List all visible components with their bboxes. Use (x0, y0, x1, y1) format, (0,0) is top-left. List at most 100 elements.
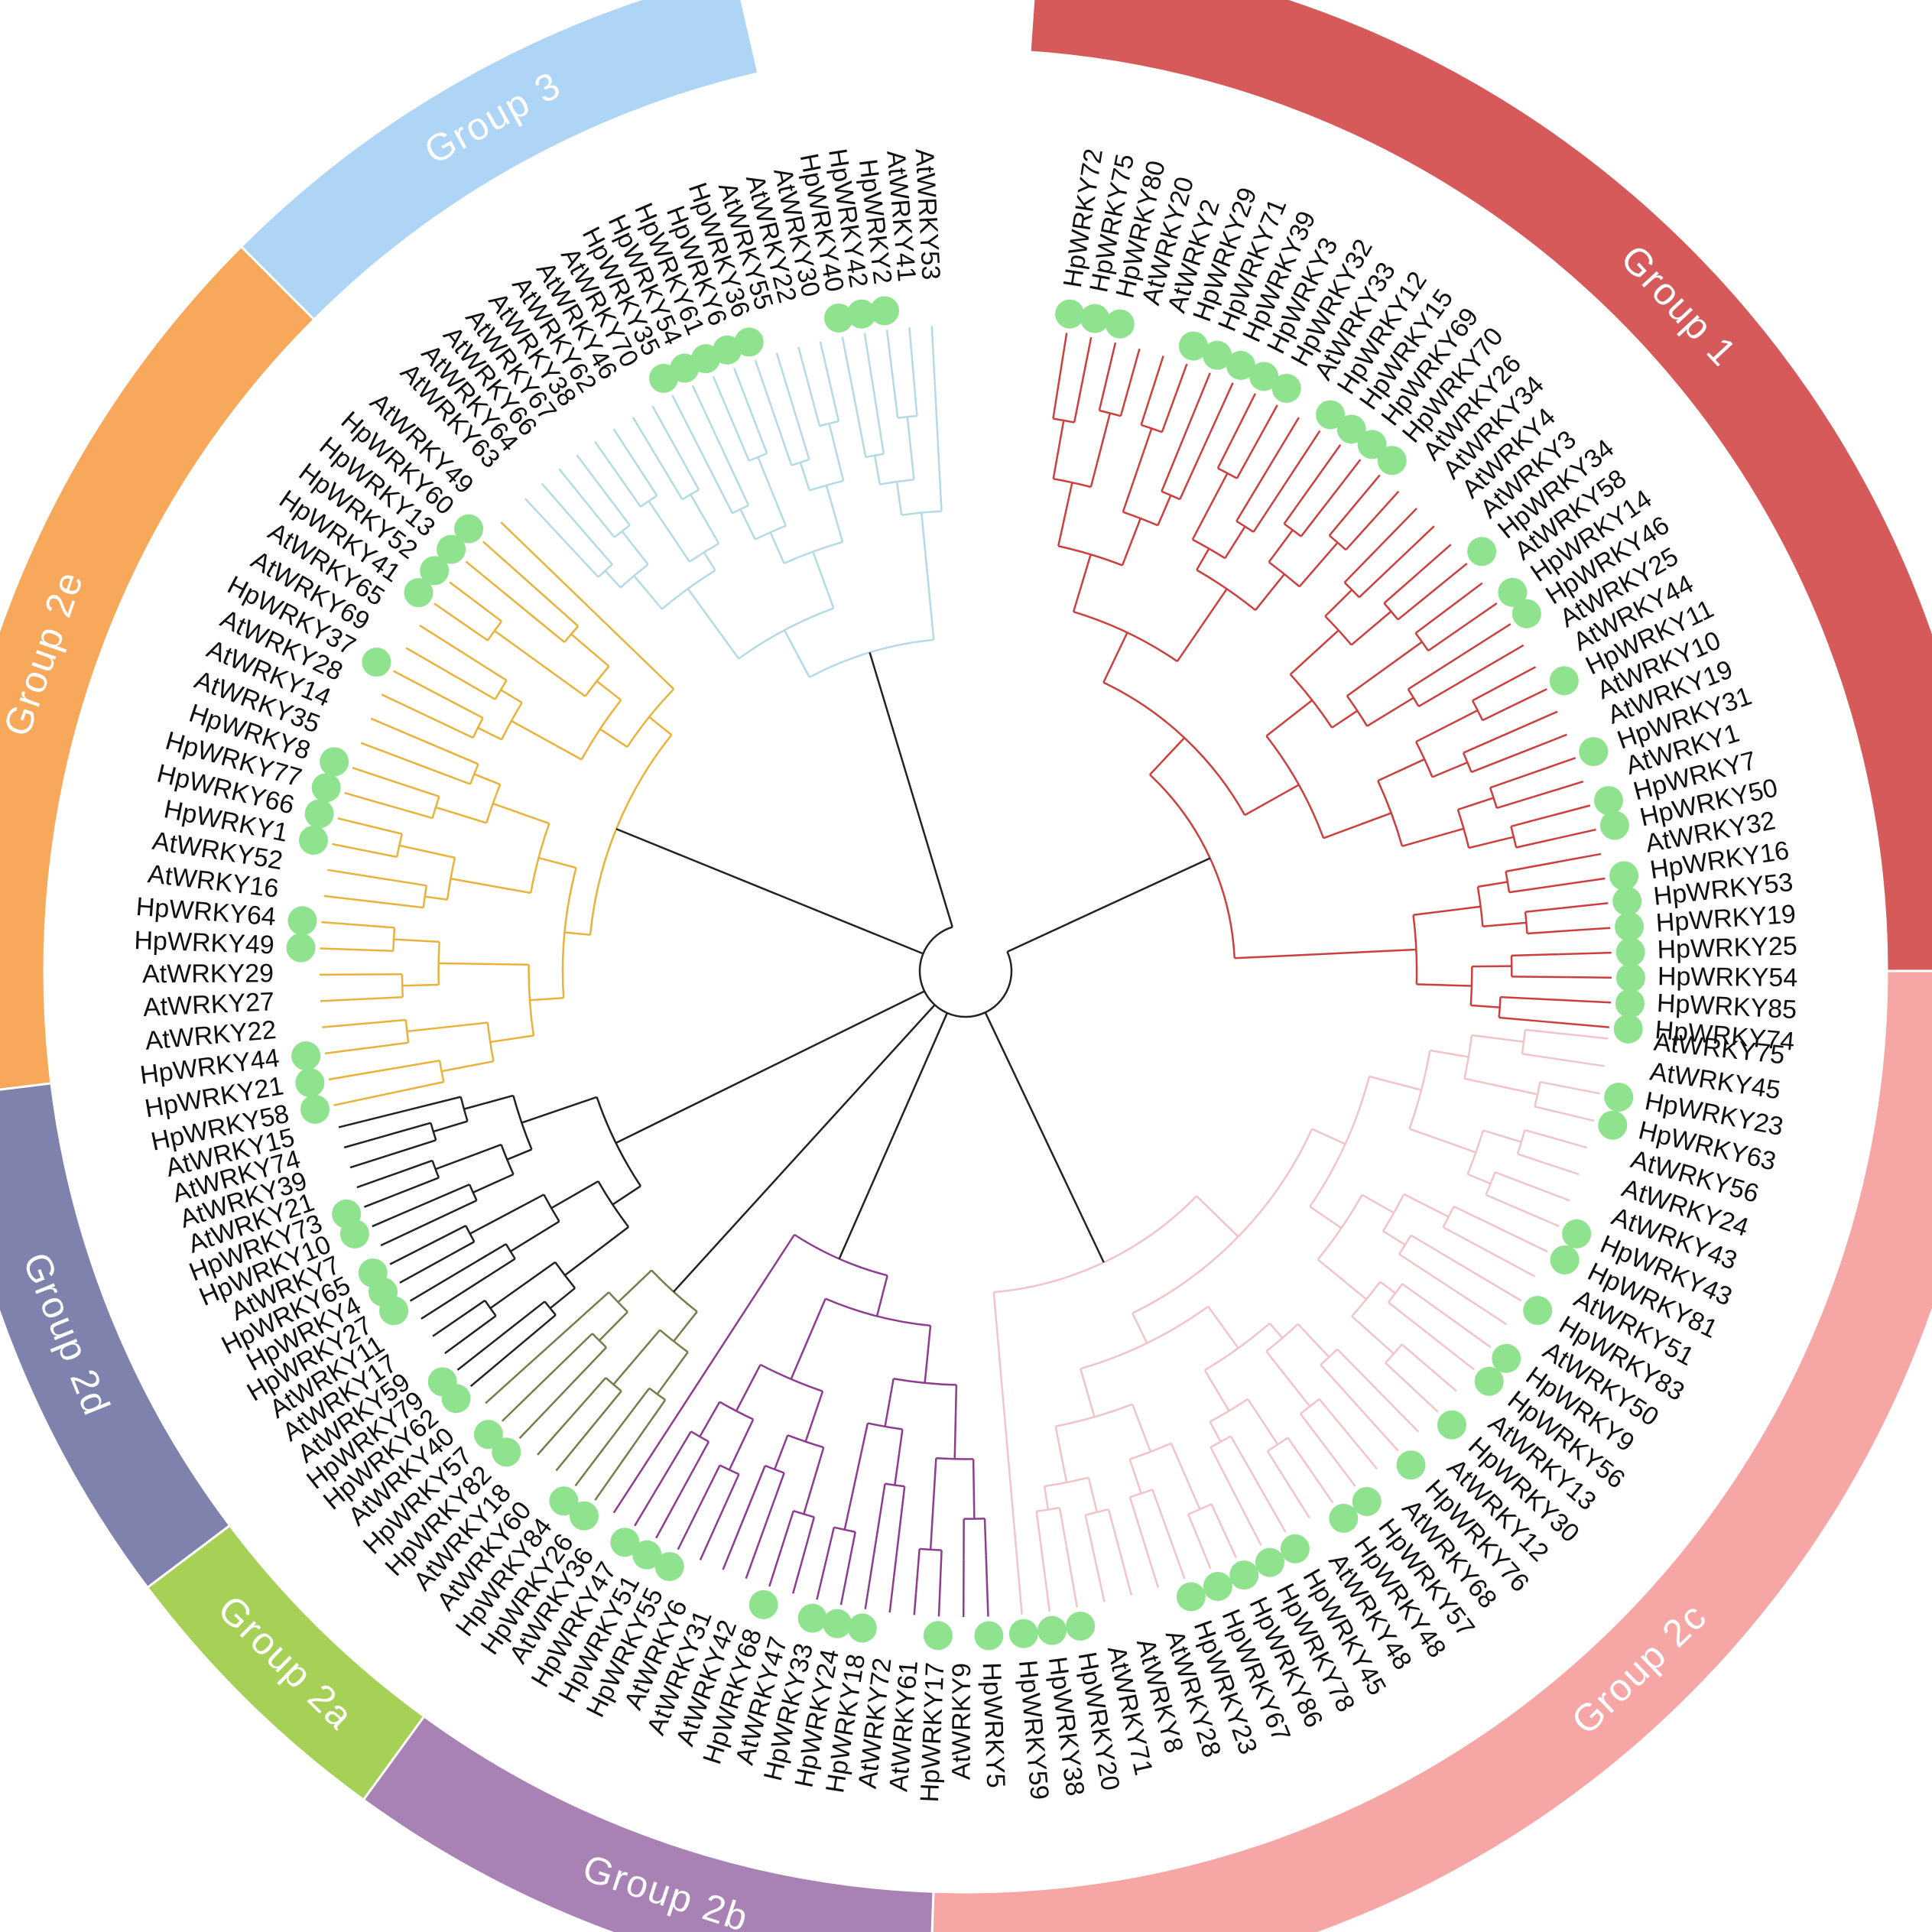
clade-branch (1524, 1128, 1547, 1138)
clade-branch (1482, 1129, 1522, 1143)
clade-connector (1469, 966, 1473, 1006)
clade-branch (1203, 1369, 1230, 1411)
clade-branch (570, 633, 610, 667)
leaf-branch (841, 336, 856, 403)
leaf-branch (1569, 852, 1602, 861)
leaf-branch (393, 670, 433, 693)
clade-connector (1053, 417, 1075, 424)
leaf-branch (1255, 404, 1278, 445)
clade-connector (681, 489, 700, 501)
hp-gene-marker (1615, 989, 1645, 1018)
root-branch (838, 1012, 949, 1260)
clade-connector (1346, 695, 1369, 727)
clade-branch (550, 1180, 599, 1210)
clade-connector (431, 1160, 440, 1178)
clade-branch (670, 1430, 692, 1466)
clade-branch (450, 877, 531, 895)
clade-connector (1129, 1442, 1172, 1460)
leaf-branch (722, 1518, 745, 1570)
clade-branch (1350, 610, 1392, 646)
leaf-branch (541, 482, 580, 527)
hp-gene-marker (1255, 1547, 1284, 1577)
clade-branch (367, 875, 427, 887)
clade-branch (436, 745, 479, 765)
clade-branch (362, 823, 403, 835)
leaf-branch (1533, 804, 1591, 822)
clade-branch (1320, 1364, 1368, 1417)
clade-branch (680, 458, 700, 491)
leaf-branch (1535, 733, 1567, 748)
clade-branch (1515, 836, 1560, 849)
clade-branch (1417, 682, 1460, 708)
leaf-branch (1063, 1538, 1079, 1608)
hp-gene-marker (1615, 912, 1645, 942)
clade-connector (898, 414, 917, 419)
leaf-branch (671, 395, 707, 463)
root-branch (869, 651, 953, 927)
clade-branch (805, 375, 821, 427)
leaf-branch (1448, 623, 1512, 664)
clade-branch (828, 423, 845, 482)
leaf-branch (333, 1095, 378, 1106)
leaf-branch (1015, 1547, 1023, 1615)
clade-branch (728, 1418, 755, 1470)
leaf-branch (1456, 582, 1483, 604)
leaf-branch (1080, 336, 1093, 390)
clade-branch (564, 931, 591, 936)
clade-branch (441, 1060, 494, 1073)
hp-gene-marker (1176, 1582, 1206, 1612)
clade-branch (1382, 1230, 1406, 1246)
clade-connector (993, 1195, 1197, 1294)
leaf-branch (482, 541, 535, 588)
clade-branch (410, 760, 471, 785)
clade-branch (1540, 1080, 1576, 1090)
leaf-branch (1148, 356, 1164, 401)
leaf-branch (320, 998, 352, 1002)
leaf-branch (1044, 1576, 1051, 1612)
hp-gene-marker (1498, 577, 1528, 607)
clade-branch (1496, 796, 1534, 810)
leaf-branch (937, 1579, 942, 1617)
leaf-branch (1321, 1442, 1356, 1487)
leaf-branch (363, 1193, 396, 1208)
leaf-branch (1430, 1335, 1475, 1371)
leaf-branch (337, 817, 364, 826)
clade-branch (388, 1139, 437, 1157)
hp-gene-marker (1105, 309, 1135, 339)
clade-branch (1210, 1503, 1222, 1524)
clade-branch (895, 481, 903, 515)
leaf-labels: HpWRKY72HpWRKY75HpWRKY80AtWRKY20AtWRKY2H… (134, 147, 1798, 1803)
clade-connector (1456, 809, 1470, 849)
clade-branch (1157, 495, 1172, 526)
leaf-branch (712, 375, 730, 414)
leaf-branch (797, 346, 807, 376)
hp-gene-marker (632, 1540, 662, 1570)
hp-gene-marker (549, 1486, 579, 1516)
leaf-branch (469, 1340, 525, 1388)
clade-branch (1471, 1034, 1524, 1043)
leaf-branch (1550, 1031, 1609, 1040)
hp-gene-marker (1474, 1366, 1504, 1396)
leaf-branch (1417, 1391, 1439, 1413)
leaf-branch (775, 352, 794, 404)
clade-connector (543, 1193, 560, 1223)
clade-branch (875, 1483, 886, 1541)
clade-branch (983, 1518, 987, 1556)
clade-branch (1209, 1421, 1222, 1443)
clade-branch (992, 1292, 1018, 1548)
leaf-branch (1343, 459, 1362, 482)
clade-branch (1268, 1322, 1284, 1339)
leaf-branch (1532, 781, 1584, 798)
clade-branch (1499, 1016, 1546, 1023)
clade-branch (598, 1390, 622, 1420)
hp-gene-marker (1579, 737, 1609, 767)
clade-branch (1495, 1171, 1529, 1186)
clade-branch (373, 901, 424, 909)
leaf-branch (930, 326, 936, 382)
clade-connector (833, 1526, 856, 1533)
root-branch (615, 828, 924, 955)
clade-branch (1300, 480, 1345, 537)
leaf-branch (456, 1331, 507, 1371)
clade-connector (608, 1291, 628, 1313)
